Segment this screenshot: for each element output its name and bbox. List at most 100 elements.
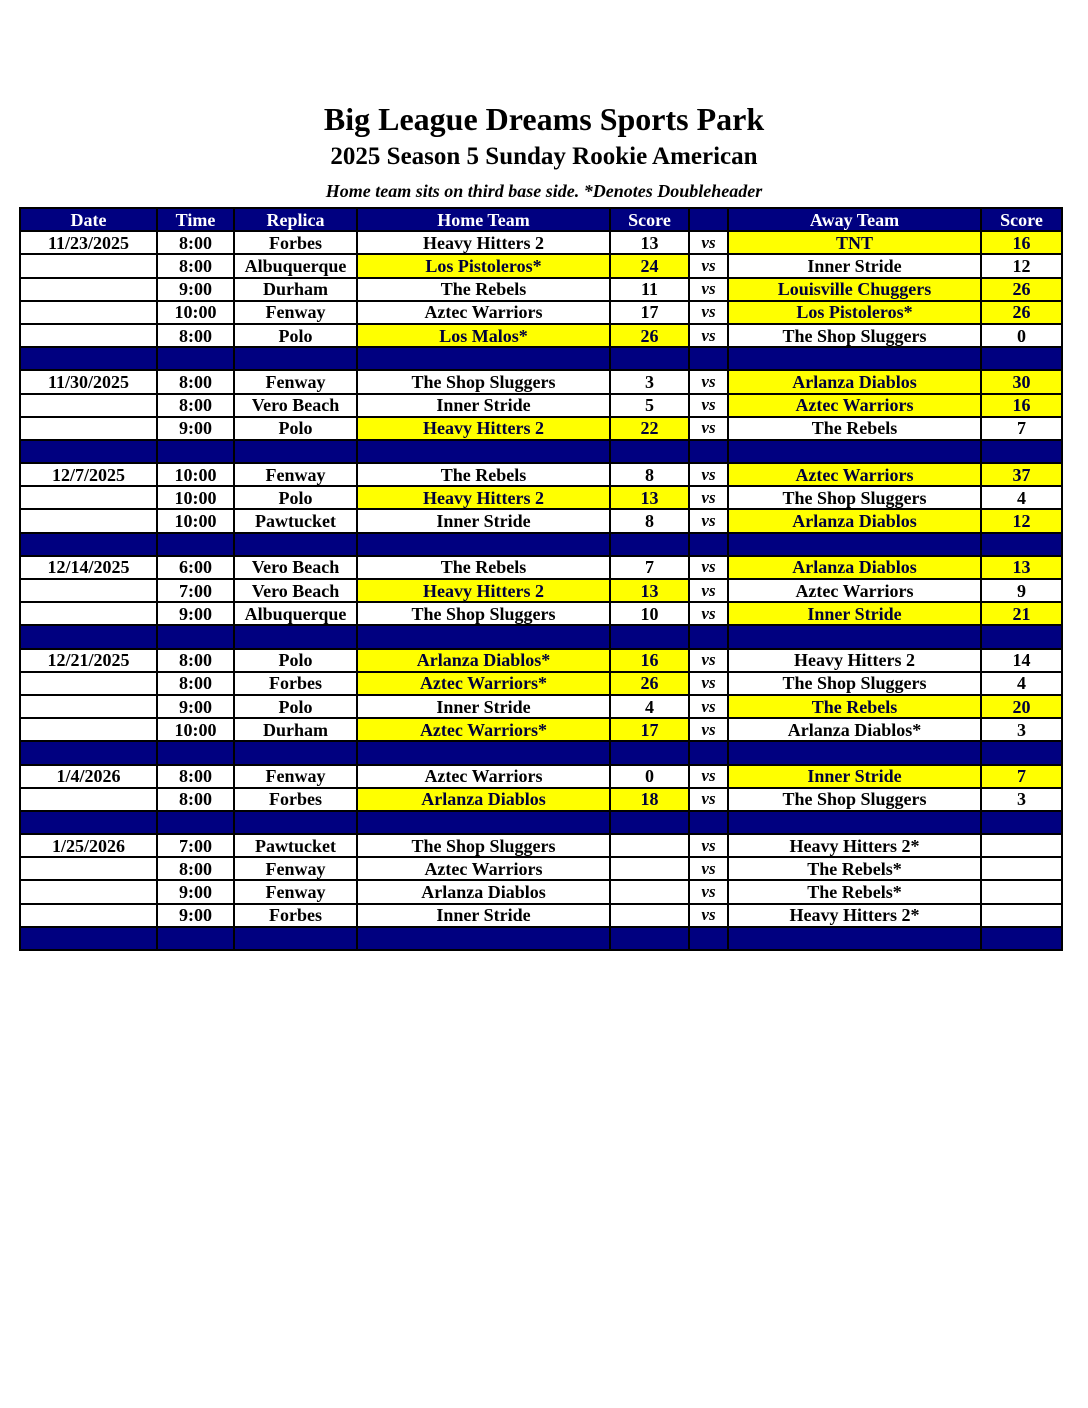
replica-cell: Albuquerque — [233, 253, 358, 279]
separator-cell — [19, 531, 158, 557]
time-cell: 8:00 — [156, 392, 235, 418]
date-cell — [19, 253, 158, 279]
home-score-cell: 18 — [609, 786, 690, 812]
time-cell: 8:00 — [156, 230, 235, 256]
away-score-cell: 3 — [980, 717, 1063, 743]
home-score-cell: 26 — [609, 322, 690, 349]
away-team-cell: Louisville Chuggers — [727, 276, 982, 302]
home-score-cell: 17 — [609, 717, 690, 743]
away-score-cell: 0 — [980, 322, 1063, 349]
replica-cell: Durham — [233, 276, 358, 302]
separator-cell — [727, 740, 982, 766]
date-cell: 1/4/2026 — [19, 763, 158, 789]
week-separator-row — [19, 740, 1063, 766]
vs-cell: vs — [688, 392, 729, 418]
home-score-cell: 4 — [609, 693, 690, 720]
home-team-cell: Aztec Warriors* — [356, 670, 611, 696]
home-score-cell — [609, 833, 690, 859]
separator-cell — [688, 809, 729, 836]
time-cell: 8:00 — [156, 856, 235, 882]
away-score-cell: 16 — [980, 392, 1063, 418]
vs-cell: vs — [688, 369, 729, 395]
away-score-cell: 3 — [980, 786, 1063, 812]
week-separator-row — [19, 531, 1063, 557]
away-score-cell: 30 — [980, 369, 1063, 395]
away-score-cell: 14 — [980, 647, 1063, 673]
home-score-cell — [609, 902, 690, 928]
away-team-cell: Inner Stride — [727, 601, 982, 627]
date-cell — [19, 670, 158, 696]
separator-cell — [609, 624, 690, 650]
vs-cell: vs — [688, 253, 729, 279]
time-cell: 8:00 — [156, 647, 235, 673]
replica-cell: Polo — [233, 647, 358, 673]
home-score-cell: 26 — [609, 670, 690, 696]
game-row: 10:00 Polo Heavy Hitters 2 13 vs The Shop Slu… — [19, 485, 1063, 511]
separator-cell — [688, 346, 729, 372]
col-date: Date — [19, 206, 158, 233]
home-score-cell — [609, 879, 690, 905]
separator-cell — [688, 624, 729, 650]
home-team-cell: Aztec Warriors — [356, 763, 611, 789]
home-score-cell: 8 — [609, 508, 690, 534]
week-separator-row — [19, 624, 1063, 650]
game-row: 1/25/2026 7:00 Pawtucket The Shop Sluggers v… — [19, 833, 1063, 859]
replica-cell: Fenway — [233, 763, 358, 789]
game-row: 7:00 Vero Beach Heavy Hitters 2 13 vs Aztec W… — [19, 577, 1063, 604]
away-team-cell: The Shop Sluggers — [727, 485, 982, 511]
home-team-cell: Los Malos* — [356, 322, 611, 349]
separator-cell — [688, 531, 729, 557]
game-row: 8:00 Polo Los Malos* 26 vs The Shop Sluggers 0 — [19, 322, 1063, 349]
game-row: 9:00 Albuquerque The Shop Sluggers 10 vs Inne… — [19, 601, 1063, 627]
away-team-cell: The Rebels — [727, 415, 982, 441]
away-team-cell: Arlanza Diablos — [727, 369, 982, 395]
replica-cell: Polo — [233, 485, 358, 511]
vs-cell: vs — [688, 485, 729, 511]
separator-cell — [156, 809, 235, 836]
date-cell: 12/7/2025 — [19, 462, 158, 488]
away-score-cell — [980, 856, 1063, 882]
home-team-cell: Heavy Hitters 2 — [356, 577, 611, 604]
date-cell — [19, 879, 158, 905]
date-cell — [19, 902, 158, 928]
vs-cell: vs — [688, 322, 729, 349]
home-score-cell: 13 — [609, 485, 690, 511]
separator-cell — [727, 346, 982, 372]
separator-cell — [19, 624, 158, 650]
home-score-cell — [609, 856, 690, 882]
separator-cell — [356, 531, 611, 557]
away-team-cell: Heavy Hitters 2 — [727, 647, 982, 673]
separator-cell — [727, 925, 982, 952]
away-score-cell — [980, 902, 1063, 928]
replica-cell: Pawtucket — [233, 833, 358, 859]
game-row: 11/30/2025 8:00 Fenway The Shop Sluggers 3 vs… — [19, 369, 1063, 395]
time-cell: 9:00 — [156, 693, 235, 720]
away-team-cell: The Rebels* — [727, 856, 982, 882]
time-cell: 10:00 — [156, 717, 235, 743]
schedule-table: Date Time Replica Home Team Score Away T… — [19, 206, 1063, 952]
replica-cell: Fenway — [233, 299, 358, 325]
time-cell: 7:00 — [156, 833, 235, 859]
game-row: 10:00 Pawtucket Inner Stride 8 vs Arlanza Dia… — [19, 508, 1063, 534]
game-row: 10:00 Durham Aztec Warriors* 17 vs Arlanza Di… — [19, 717, 1063, 743]
separator-cell — [156, 346, 235, 372]
date-cell — [19, 485, 158, 511]
game-row: 10:00 Fenway Aztec Warriors 17 vs Los Pistole… — [19, 299, 1063, 325]
week-separator-row — [19, 809, 1063, 836]
away-score-cell: 26 — [980, 299, 1063, 325]
page-note: Home team sits on third base side. *Deno… — [325, 181, 763, 201]
home-team-cell: Aztec Warriors — [356, 299, 611, 325]
time-cell: 9:00 — [156, 415, 235, 441]
replica-cell: Fenway — [233, 462, 358, 488]
game-row: 8:00 Albuquerque Los Pistoleros* 24 vs Inner … — [19, 253, 1063, 279]
home-team-cell: Aztec Warriors — [356, 856, 611, 882]
separator-cell — [156, 438, 235, 465]
home-team-cell: Arlanza Diablos* — [356, 647, 611, 673]
date-cell: 12/21/2025 — [19, 647, 158, 673]
vs-cell: vs — [688, 577, 729, 604]
separator-cell — [233, 346, 358, 372]
separator-cell — [609, 740, 690, 766]
vs-cell: vs — [688, 230, 729, 256]
separator-cell — [980, 438, 1063, 465]
separator-cell — [19, 346, 158, 372]
